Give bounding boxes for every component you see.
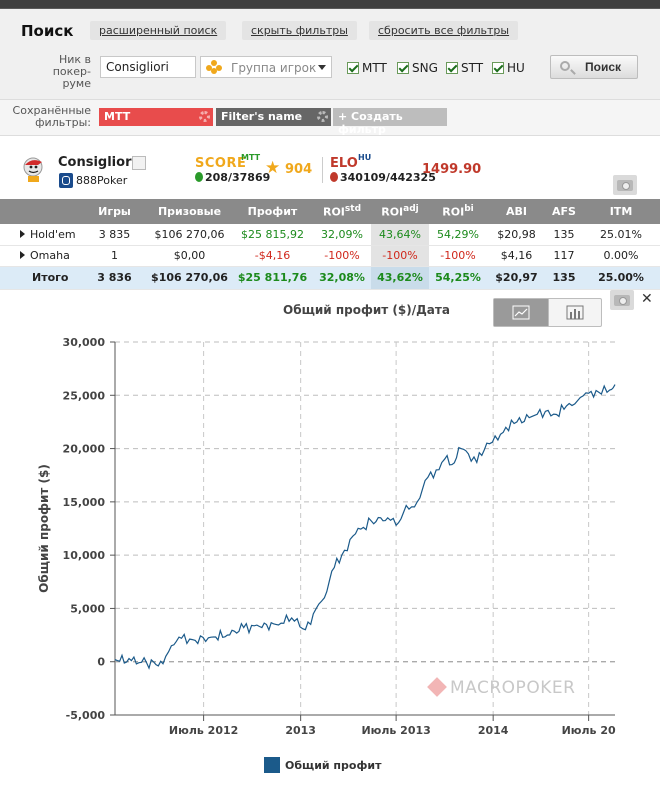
score-value: 904	[285, 162, 313, 177]
saved-filters-label: Сохранённые фильтры:	[12, 104, 91, 129]
player-name: Consigliori	[58, 155, 136, 170]
player-group-placeholder: Группа игрок	[231, 61, 317, 75]
table-total-row: Итого 3 836 $106 270,06 $25 811,76 32,08…	[0, 266, 660, 290]
filter-chip-mtt[interactable]: MTT	[99, 108, 213, 126]
player-menu-icon[interactable]	[132, 156, 146, 170]
score-rank: 208/37869	[195, 171, 270, 184]
table-header-row: Игры Призовые Профит ROIstd ROIadj ROIbi…	[0, 199, 660, 224]
table-row[interactable]: Omaha 1 $0,00 -$4,16 -100% -100% -100% $…	[0, 245, 660, 267]
legend-label: Общий профит	[285, 758, 382, 772]
player-group-select[interactable]: Группа игрок	[200, 56, 332, 78]
col-header-roi-bi[interactable]: ROIbi	[429, 199, 487, 224]
profit-chart: -5,000 0 5,000 10,000 15,000 20,000 25,000 30,0…	[37, 336, 616, 737]
x-tick-label: 2014	[478, 724, 509, 737]
macropoker-watermark: MACROPOKER	[427, 677, 575, 698]
y-tick-label: -5,000	[66, 709, 106, 722]
y-tick-label: 30,000	[63, 336, 106, 349]
divider	[322, 157, 323, 183]
y-axis-label: Общий профит ($)	[37, 464, 51, 593]
chart-title: Общий профит ($)/Дата	[283, 303, 450, 317]
nick-label: Ник в покер-руме	[52, 53, 91, 90]
expand-triangle-icon[interactable]	[20, 251, 25, 259]
line-chart-button[interactable]	[494, 299, 548, 326]
filter-chip-name[interactable]: Filter's name	[216, 108, 331, 126]
nick-input[interactable]	[100, 56, 196, 78]
col-header-afs[interactable]: AFS	[546, 199, 582, 224]
check-icon	[347, 62, 359, 74]
search-title: Поиск	[21, 22, 74, 40]
y-tick-label: 10,000	[63, 549, 106, 562]
col-header-profit[interactable]: Профит	[232, 199, 313, 224]
star-icon: ★	[265, 158, 281, 178]
bar-chart-icon	[566, 305, 584, 320]
col-header-itm[interactable]: ITM	[582, 199, 660, 224]
line-chart-icon	[512, 305, 530, 320]
y-tick-label: 5,000	[70, 602, 105, 615]
col-header-roi-adj[interactable]: ROIadj	[371, 199, 429, 224]
reset-filters-link[interactable]: сбросить все фильтры	[369, 21, 519, 40]
hide-filters-link[interactable]: скрыть фильтры	[242, 21, 357, 40]
check-icon	[397, 62, 409, 74]
checkbox-sng[interactable]: SNG	[397, 61, 438, 75]
saved-filters-bar: Сохранённые фильтры: MTT Filter's name +…	[0, 99, 660, 136]
y-tick-label: 20,000	[63, 443, 106, 456]
stats-table: Игры Призовые Профит ROIstd ROIadj ROIbi…	[0, 199, 660, 290]
camera-icon[interactable]	[613, 175, 637, 195]
elo-value: 1499.90	[422, 162, 482, 177]
people-icon	[206, 60, 222, 74]
elo-type: HU	[358, 153, 372, 162]
legend-swatch	[264, 757, 280, 773]
series-line	[114, 384, 616, 670]
checkbox-stt[interactable]: STT	[446, 61, 483, 75]
expand-triangle-icon[interactable]	[20, 229, 25, 238]
chart-legend[interactable]: Общий профит	[264, 757, 381, 773]
check-icon	[446, 62, 458, 74]
elo-label: ELO	[330, 156, 358, 171]
player-avatar-icon	[23, 157, 43, 182]
gear-icon[interactable]	[317, 111, 328, 122]
score-label: SCORE	[195, 156, 247, 171]
advanced-search-link[interactable]: расширенный поиск	[90, 21, 227, 40]
create-filter-button[interactable]: + Создать фильтр	[333, 108, 447, 136]
check-icon	[492, 62, 504, 74]
bar-chart-button[interactable]	[548, 299, 602, 326]
poker-room-name: 888Poker	[76, 174, 128, 187]
y-tick-label: 25,000	[63, 389, 106, 402]
medal-icon	[330, 172, 338, 182]
gear-icon[interactable]	[199, 111, 210, 122]
medal-icon	[195, 172, 203, 182]
x-tick-label: Июль 20	[562, 724, 616, 737]
top-bar	[0, 0, 660, 9]
checkbox-mtt[interactable]: MTT	[347, 61, 387, 75]
logo-icon	[427, 677, 447, 697]
y-tick-label: 0	[97, 656, 105, 669]
camera-icon[interactable]	[610, 290, 634, 310]
y-tick-label: 15,000	[63, 496, 106, 509]
x-tick-label: Июль 2013	[361, 724, 430, 737]
col-header-roi-std[interactable]: ROIstd	[313, 199, 371, 224]
table-row[interactable]: Hold'em 3 835 $106 270,06 $25 815,92 32,…	[0, 224, 660, 246]
search-panel: Поиск расширенный поиск скрыть фильтры с…	[0, 9, 660, 99]
chevron-down-icon	[318, 65, 326, 70]
x-tick-label: 2013	[285, 724, 316, 737]
search-icon	[560, 61, 570, 71]
search-button[interactable]: Поиск	[550, 55, 638, 79]
col-header-prizes[interactable]: Призовые	[147, 199, 232, 224]
x-tick-label: Июль 2012	[169, 724, 238, 737]
close-icon[interactable]: ✕	[641, 291, 653, 307]
score-type: MTT	[241, 153, 261, 162]
col-header	[0, 199, 82, 224]
chart-type-toggle	[493, 298, 602, 327]
elo-rank: 340109/442325	[330, 171, 436, 184]
col-header-abi[interactable]: ABI	[487, 199, 546, 224]
col-header-games[interactable]: Игры	[82, 199, 147, 224]
poker-room-icon	[59, 173, 73, 188]
checkbox-hu[interactable]: HU	[492, 61, 525, 75]
